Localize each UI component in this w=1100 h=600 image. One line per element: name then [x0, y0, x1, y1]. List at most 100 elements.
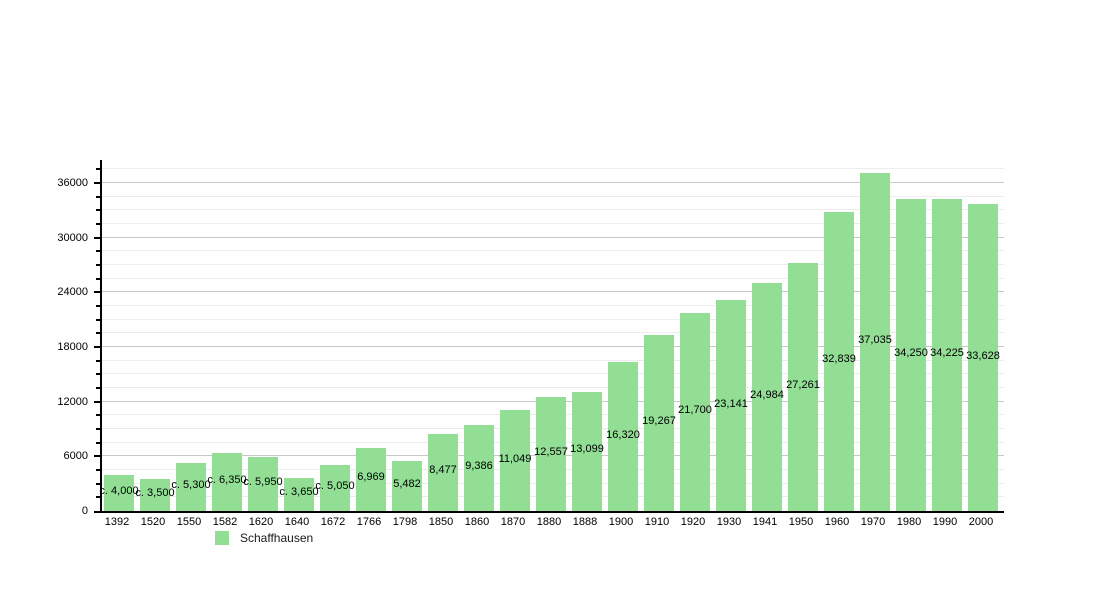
x-tick-label: 1620 [248, 516, 274, 528]
bar-1960 [824, 211, 854, 511]
y-tick [96, 277, 100, 280]
y-tick [96, 168, 100, 171]
y-tick [94, 400, 100, 403]
bar-1850 [428, 433, 458, 511]
y-tick-label: 24000 [57, 286, 88, 299]
major-gridline [102, 345, 1004, 347]
bar-1950 [788, 262, 818, 511]
bar-value-label: c. 4,000 [99, 484, 139, 497]
bar-value-label: 34,250 [894, 346, 928, 359]
bar-value-label: c. 3,500 [135, 487, 175, 499]
bar-value-label: 24,984 [750, 389, 784, 402]
y-tick [96, 482, 100, 485]
y-tick [94, 291, 100, 294]
y-tick [96, 263, 100, 266]
y-tick [96, 195, 100, 198]
x-tick-label: 1960 [824, 516, 850, 528]
y-tick [94, 181, 100, 184]
x-tick-label: 1550 [176, 516, 202, 528]
bar-value-label: 9,386 [465, 460, 493, 473]
bar-value-label: c. 6,350 [207, 474, 247, 487]
bar-value-label: c. 5,050 [315, 480, 355, 492]
y-tick-label: 6000 [63, 450, 88, 463]
x-tick-label: 1870 [500, 516, 526, 528]
x-tick-label: 2000 [968, 516, 994, 528]
major-gridline [102, 181, 1004, 183]
bar-1920 [680, 313, 710, 511]
major-gridline [102, 291, 1004, 293]
y-tick-label: 12000 [57, 395, 88, 408]
y-tick [96, 496, 100, 499]
bar-1798 [392, 461, 422, 511]
bar-1520 [140, 479, 170, 511]
x-tick-label: 1900 [608, 516, 634, 528]
bar-value-label: 12,557 [534, 445, 568, 458]
y-tick [96, 469, 100, 471]
bar-value-label: 21,700 [678, 404, 712, 417]
legend-swatch [215, 531, 229, 545]
x-tick-label: 1990 [932, 516, 958, 528]
bar-1640 [284, 477, 314, 511]
y-tick [96, 414, 100, 417]
x-tick-label: 1941 [752, 516, 778, 528]
minor-gridline [102, 359, 1004, 361]
minor-gridline [102, 277, 1004, 279]
bar-1941 [752, 283, 782, 511]
minor-gridline [102, 373, 1004, 375]
bar-value-label: c. 3,650 [279, 486, 319, 499]
y-tick [96, 318, 100, 321]
bar-value-label: 23,141 [714, 397, 748, 410]
bar-value-label: 19,267 [642, 415, 676, 428]
x-axis: 1392 1520 1550 1582 1620 1640 1672 1766 1798 1850… [100, 516, 1002, 532]
y-tick [96, 250, 100, 253]
minor-gridline [102, 386, 1004, 388]
y-tick-label: 36000 [57, 176, 88, 189]
y-tick [96, 222, 100, 225]
x-tick-label: 1520 [140, 516, 166, 528]
y-tick [96, 304, 100, 307]
y-tick [96, 373, 100, 376]
bar-1550 [176, 462, 206, 511]
bar-value-label: 37,035 [858, 334, 892, 347]
minor-gridline [102, 250, 1004, 252]
bar-value-label: 11,049 [498, 452, 532, 465]
x-tick-label: 1910 [644, 516, 670, 528]
bar-value-label: 27,261 [786, 378, 820, 391]
x-tick-label: 1582 [212, 516, 238, 528]
bar-value-label: 8,477 [429, 464, 457, 477]
bar-value-label: 16,320 [606, 428, 640, 441]
x-tick-label: 1672 [320, 516, 346, 528]
y-tick [96, 441, 100, 444]
y-tick-label: 30000 [57, 231, 88, 244]
y-tick-label: 18000 [57, 340, 88, 353]
x-tick-label: 1980 [896, 516, 922, 528]
bar-1910 [644, 335, 674, 511]
major-gridline [102, 236, 1004, 238]
bar-1870 [500, 410, 530, 511]
bar-value-label: 33,628 [966, 349, 1000, 362]
bar-1582 [212, 453, 242, 511]
y-tick [96, 386, 100, 389]
x-tick-label: 1798 [392, 516, 418, 528]
bar-value-label: c. 5,950 [243, 475, 283, 488]
bar-value-label: c. 5,300 [171, 478, 211, 491]
x-tick-label: 1970 [860, 516, 886, 528]
y-tick [94, 345, 100, 348]
minor-gridline [102, 263, 1004, 265]
y-tick-label: 0 [81, 505, 88, 517]
x-tick-label: 1860 [464, 516, 490, 528]
legend-label: Schaffhausen [240, 531, 314, 545]
y-tick [94, 511, 100, 513]
y-tick [96, 359, 100, 362]
bar-1930 [716, 300, 746, 511]
x-tick-label: 1920 [680, 516, 706, 528]
x-tick-label: 1880 [536, 516, 562, 528]
legend: Schaffhausen [215, 531, 313, 545]
bar-1766 [356, 447, 386, 511]
minor-gridline [102, 209, 1004, 211]
bar-1672 [320, 465, 350, 511]
bar-value-label: 6,969 [357, 471, 385, 484]
bar-value-label: 5,482 [393, 478, 421, 490]
x-tick-label: 1392 [104, 516, 130, 528]
bar-value-label: 34,225 [930, 347, 964, 359]
